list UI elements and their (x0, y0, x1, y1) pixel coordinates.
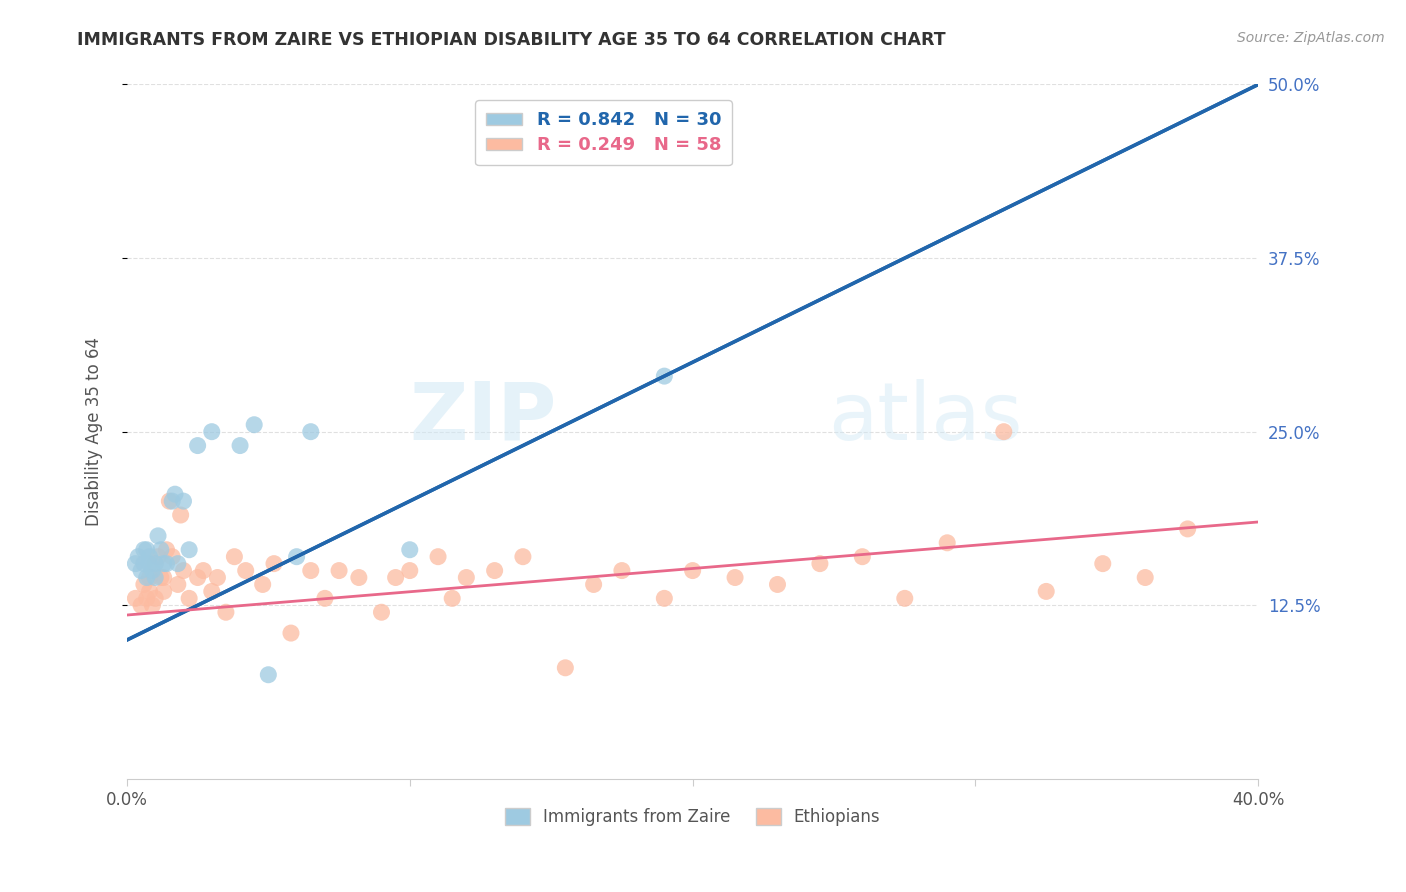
Point (149, 570, 172, 584)
Point (169, 508, 191, 522)
Point (173, 494, 195, 508)
Point (141, 564, 163, 578)
Point (143, 570, 166, 584)
Point (808, 557, 831, 571)
Point (179, 542, 201, 557)
Point (135, 591, 157, 606)
Point (124, 557, 146, 571)
Point (143, 591, 166, 606)
Point (163, 487, 186, 501)
Point (155, 542, 177, 557)
Point (398, 564, 420, 578)
Y-axis label: Disability Age 35 to 64: Disability Age 35 to 64 (86, 337, 103, 526)
Point (610, 564, 633, 578)
Point (441, 591, 464, 606)
Point (654, 369, 676, 384)
Point (554, 661, 576, 675)
Point (682, 564, 704, 578)
Point (1035, 584, 1057, 599)
Point (1177, 522, 1199, 536)
Point (152, 584, 174, 599)
Text: IMMIGRANTS FROM ZAIRE VS ETHIOPIAN DISABILITY AGE 35 TO 64 CORRELATION CHART: IMMIGRANTS FROM ZAIRE VS ETHIOPIAN DISAB… (77, 31, 946, 49)
Point (152, 570, 174, 584)
Point (138, 570, 160, 584)
Legend: Immigrants from Zaire, Ethiopians: Immigrants from Zaire, Ethiopians (498, 802, 887, 833)
Point (484, 564, 506, 578)
Point (143, 557, 166, 571)
Point (427, 549, 450, 564)
Point (229, 439, 252, 453)
Point (201, 425, 224, 439)
Point (141, 599, 163, 613)
Point (146, 529, 169, 543)
Point (135, 570, 157, 584)
Point (456, 570, 478, 584)
Point (512, 549, 534, 564)
Point (160, 549, 183, 564)
Point (166, 577, 188, 591)
Point (724, 570, 747, 584)
Point (1135, 570, 1157, 584)
Point (138, 549, 160, 564)
Point (285, 549, 308, 564)
Point (124, 591, 146, 606)
Point (201, 584, 224, 599)
Point (193, 564, 215, 578)
Point (235, 564, 257, 578)
Point (157, 494, 180, 508)
Text: ZIP: ZIP (409, 379, 557, 457)
Point (370, 605, 392, 619)
Point (127, 549, 149, 564)
Point (135, 542, 157, 557)
Point (851, 549, 873, 564)
Point (187, 570, 209, 584)
Point (384, 570, 406, 584)
Point (179, 591, 201, 606)
Point (1091, 557, 1114, 571)
Point (132, 577, 155, 591)
Text: Source: ZipAtlas.com: Source: ZipAtlas.com (1237, 31, 1385, 45)
Point (138, 584, 160, 599)
Point (582, 577, 605, 591)
Point (654, 591, 676, 606)
Point (299, 564, 322, 578)
Point (129, 599, 152, 613)
Point (132, 557, 155, 571)
Point (138, 557, 160, 571)
Point (129, 564, 152, 578)
Point (347, 570, 370, 584)
Point (207, 570, 229, 584)
Point (155, 557, 177, 571)
Point (299, 425, 322, 439)
Point (257, 667, 280, 681)
Point (215, 605, 238, 619)
Point (146, 549, 169, 564)
Point (224, 549, 246, 564)
Point (280, 626, 302, 640)
Point (328, 564, 350, 578)
Point (936, 536, 959, 550)
Point (263, 557, 285, 571)
Point (314, 591, 336, 606)
Point (173, 564, 195, 578)
Point (243, 417, 266, 432)
Point (187, 439, 209, 453)
Point (993, 425, 1015, 439)
Text: atlas: atlas (828, 379, 1022, 457)
Point (160, 494, 183, 508)
Point (149, 542, 172, 557)
Point (398, 542, 420, 557)
Point (166, 557, 188, 571)
Point (152, 557, 174, 571)
Point (132, 542, 155, 557)
Point (894, 591, 917, 606)
Point (766, 577, 789, 591)
Point (143, 557, 166, 571)
Point (252, 577, 274, 591)
